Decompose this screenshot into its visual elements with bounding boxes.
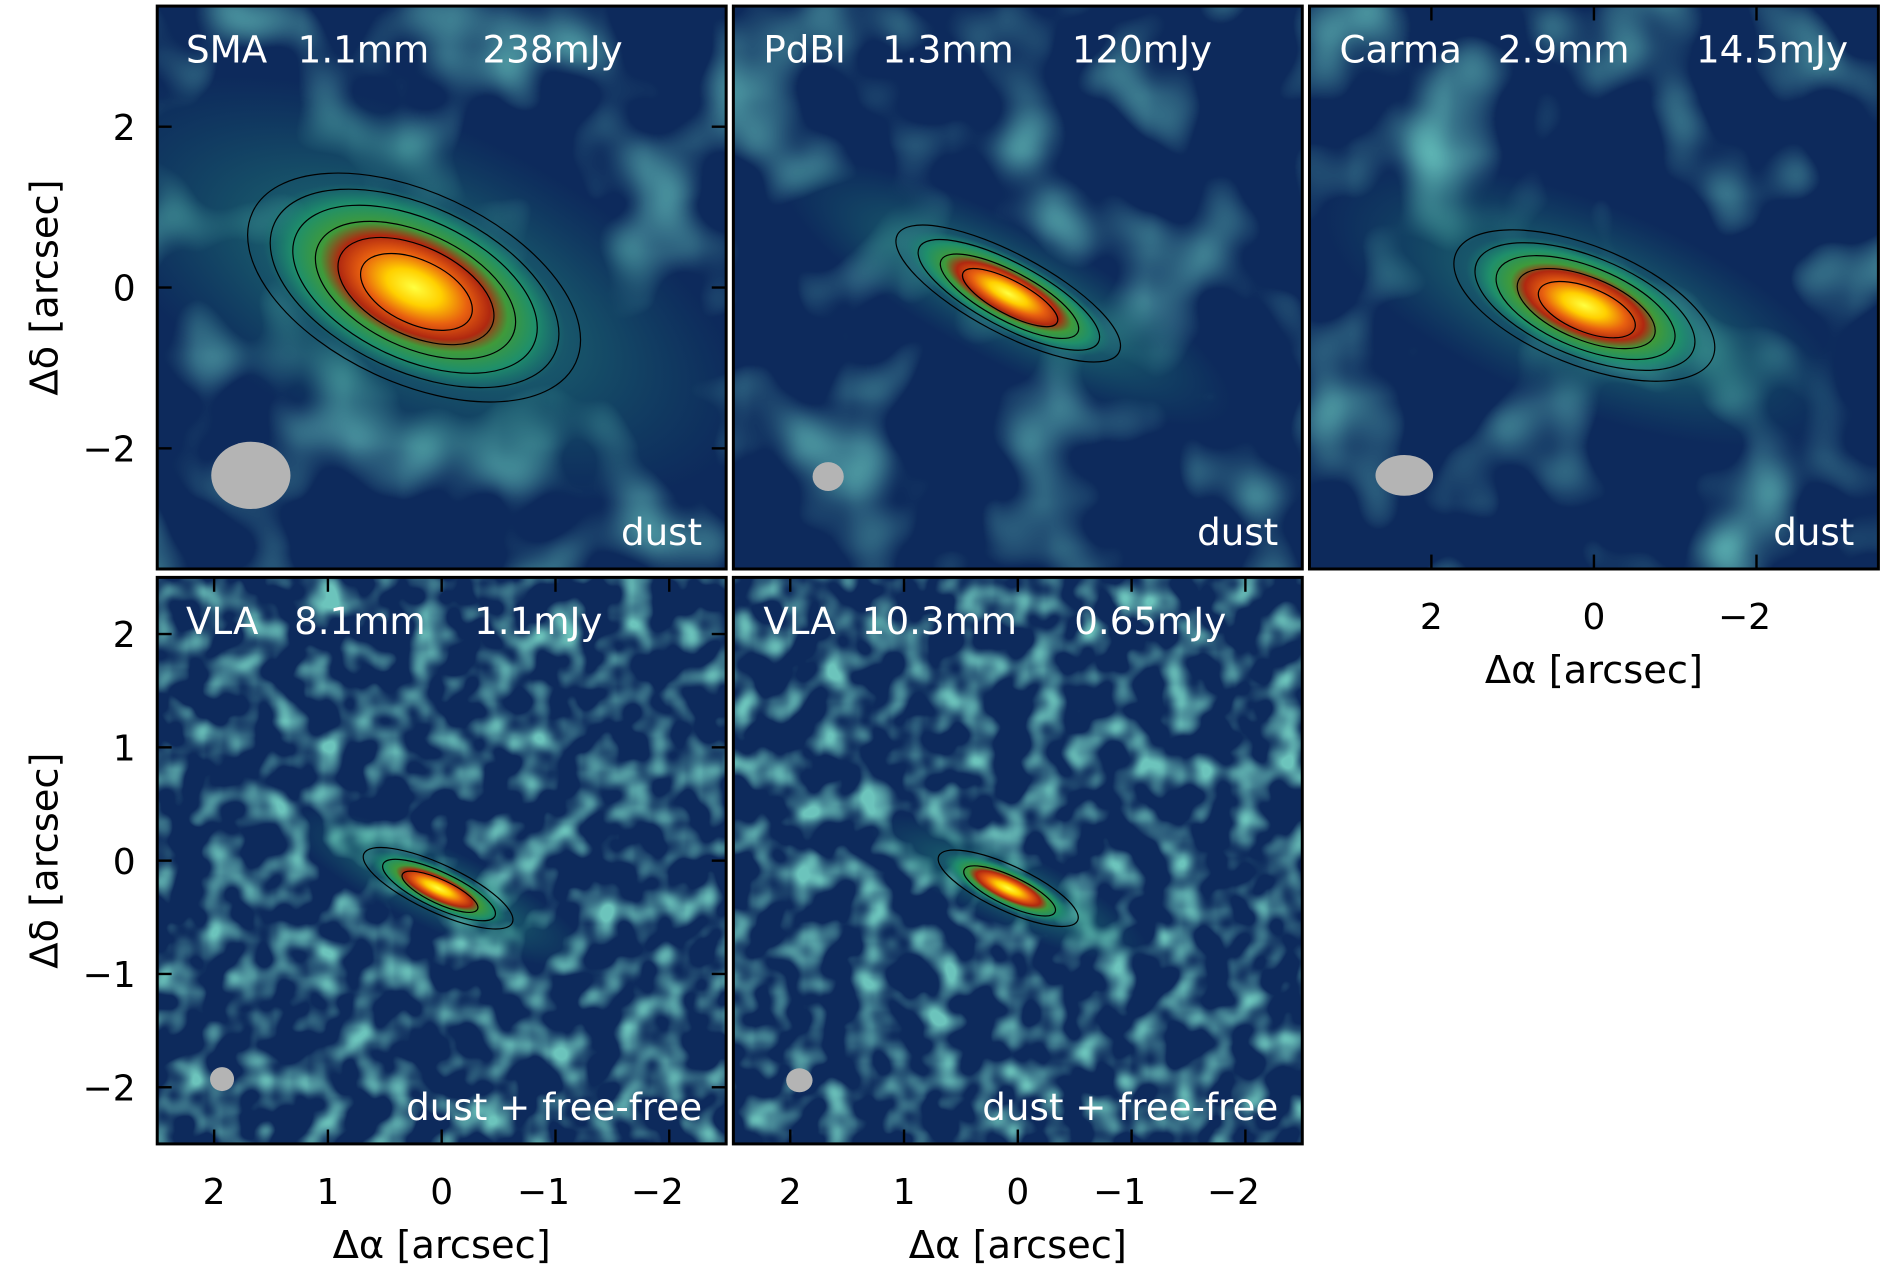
panel-annotation: dust + free-free: [406, 1085, 702, 1129]
panel-flux: 238mJy: [483, 27, 623, 71]
map-image: [157, 577, 726, 1144]
x-tick-label: 0: [430, 1172, 453, 1213]
panel-instrument: SMA: [186, 27, 268, 71]
y-tick-label: 2: [113, 615, 136, 656]
figure: SMA 1.1mm 238mJy dust −2 0 2 Δδ [arcsec] PdBI 1.3…: [0, 0, 1882, 1270]
panel-flux: 1.1mJy: [474, 599, 602, 643]
panel-flux: 120mJy: [1072, 27, 1212, 71]
panel-annotation: dust + free-free: [982, 1085, 1278, 1129]
panel-annotation: dust: [1197, 510, 1278, 554]
x-tick-label: 2: [1420, 597, 1443, 638]
beam: [211, 442, 290, 509]
y-tick-label: 2: [113, 108, 136, 149]
beam: [1375, 455, 1433, 496]
map-image: [22, 0, 807, 587]
beam: [813, 462, 844, 491]
x-tick-label: 0: [1582, 597, 1605, 638]
panel: VLA 8.1mm 1.1mJy dust + free-free −2 −1 0 1 2 2 1 0…: [23, 577, 727, 1268]
panel-instrument: PdBI: [763, 27, 846, 71]
beam: [786, 1068, 812, 1092]
y-tick-label: 0: [113, 269, 136, 310]
y-tick-label: −2: [83, 1068, 136, 1109]
panel: SMA 1.1mm 238mJy dust −2 0 2 Δδ [arcsec]: [22, 0, 807, 587]
map-image: [1289, 6, 1880, 569]
x-axis-label: Δα [arcsec]: [333, 1223, 551, 1268]
panel-wavelength: 10.3mm: [862, 599, 1017, 643]
panel-flux: 0.65mJy: [1074, 599, 1226, 643]
panel-instrument: VLA: [763, 599, 836, 643]
panel: Carma 2.9mm 14.5mJy dust 2 0 −2 Δα [arcsec]: [1289, 6, 1880, 693]
x-tick-label: 2: [779, 1172, 802, 1213]
x-axis-label: Δα [arcsec]: [1485, 648, 1703, 693]
y-tick-label: −1: [83, 955, 136, 996]
x-tick-label: −1: [517, 1172, 570, 1213]
panel: PdBI 1.3mm 120mJy dust: [733, 6, 1302, 569]
map-image: [733, 6, 1302, 569]
y-tick-label: −2: [83, 430, 136, 471]
x-tick-label: −1: [1093, 1172, 1146, 1213]
panel-instrument: Carma: [1339, 27, 1461, 71]
panel-wavelength: 1.3mm: [882, 27, 1014, 71]
beam: [210, 1067, 234, 1091]
panel-wavelength: 8.1mm: [294, 599, 426, 643]
panel-annotation: dust: [1773, 510, 1854, 554]
map-image: [733, 577, 1302, 1144]
x-tick-label: 0: [1006, 1172, 1029, 1213]
x-tick-label: −2: [1207, 1172, 1260, 1213]
y-tick-label: 1: [113, 729, 136, 770]
panel-wavelength: 1.1mm: [298, 27, 430, 71]
y-tick-label: 0: [113, 842, 136, 883]
x-tick-label: −2: [631, 1172, 684, 1213]
x-tick-label: 1: [316, 1172, 339, 1213]
panel-wavelength: 2.9mm: [1498, 27, 1630, 71]
x-tick-label: 2: [203, 1172, 226, 1213]
x-tick-label: −2: [1718, 597, 1771, 638]
x-axis-label: Δα [arcsec]: [909, 1223, 1127, 1268]
y-axis-label: Δδ [arcsec]: [23, 753, 68, 969]
y-axis-label: Δδ [arcsec]: [23, 179, 68, 395]
panel-instrument: VLA: [186, 599, 259, 643]
panel: VLA 10.3mm 0.65mJy dust + free-free 2 1 0 −1 −2 Δ…: [733, 577, 1302, 1268]
x-tick-label: 1: [893, 1172, 916, 1213]
panel-flux: 14.5mJy: [1696, 27, 1848, 71]
panel-annotation: dust: [621, 510, 702, 554]
page: {"chart_data": [ {"type": "image", "inst…: [0, 0, 1882, 1270]
